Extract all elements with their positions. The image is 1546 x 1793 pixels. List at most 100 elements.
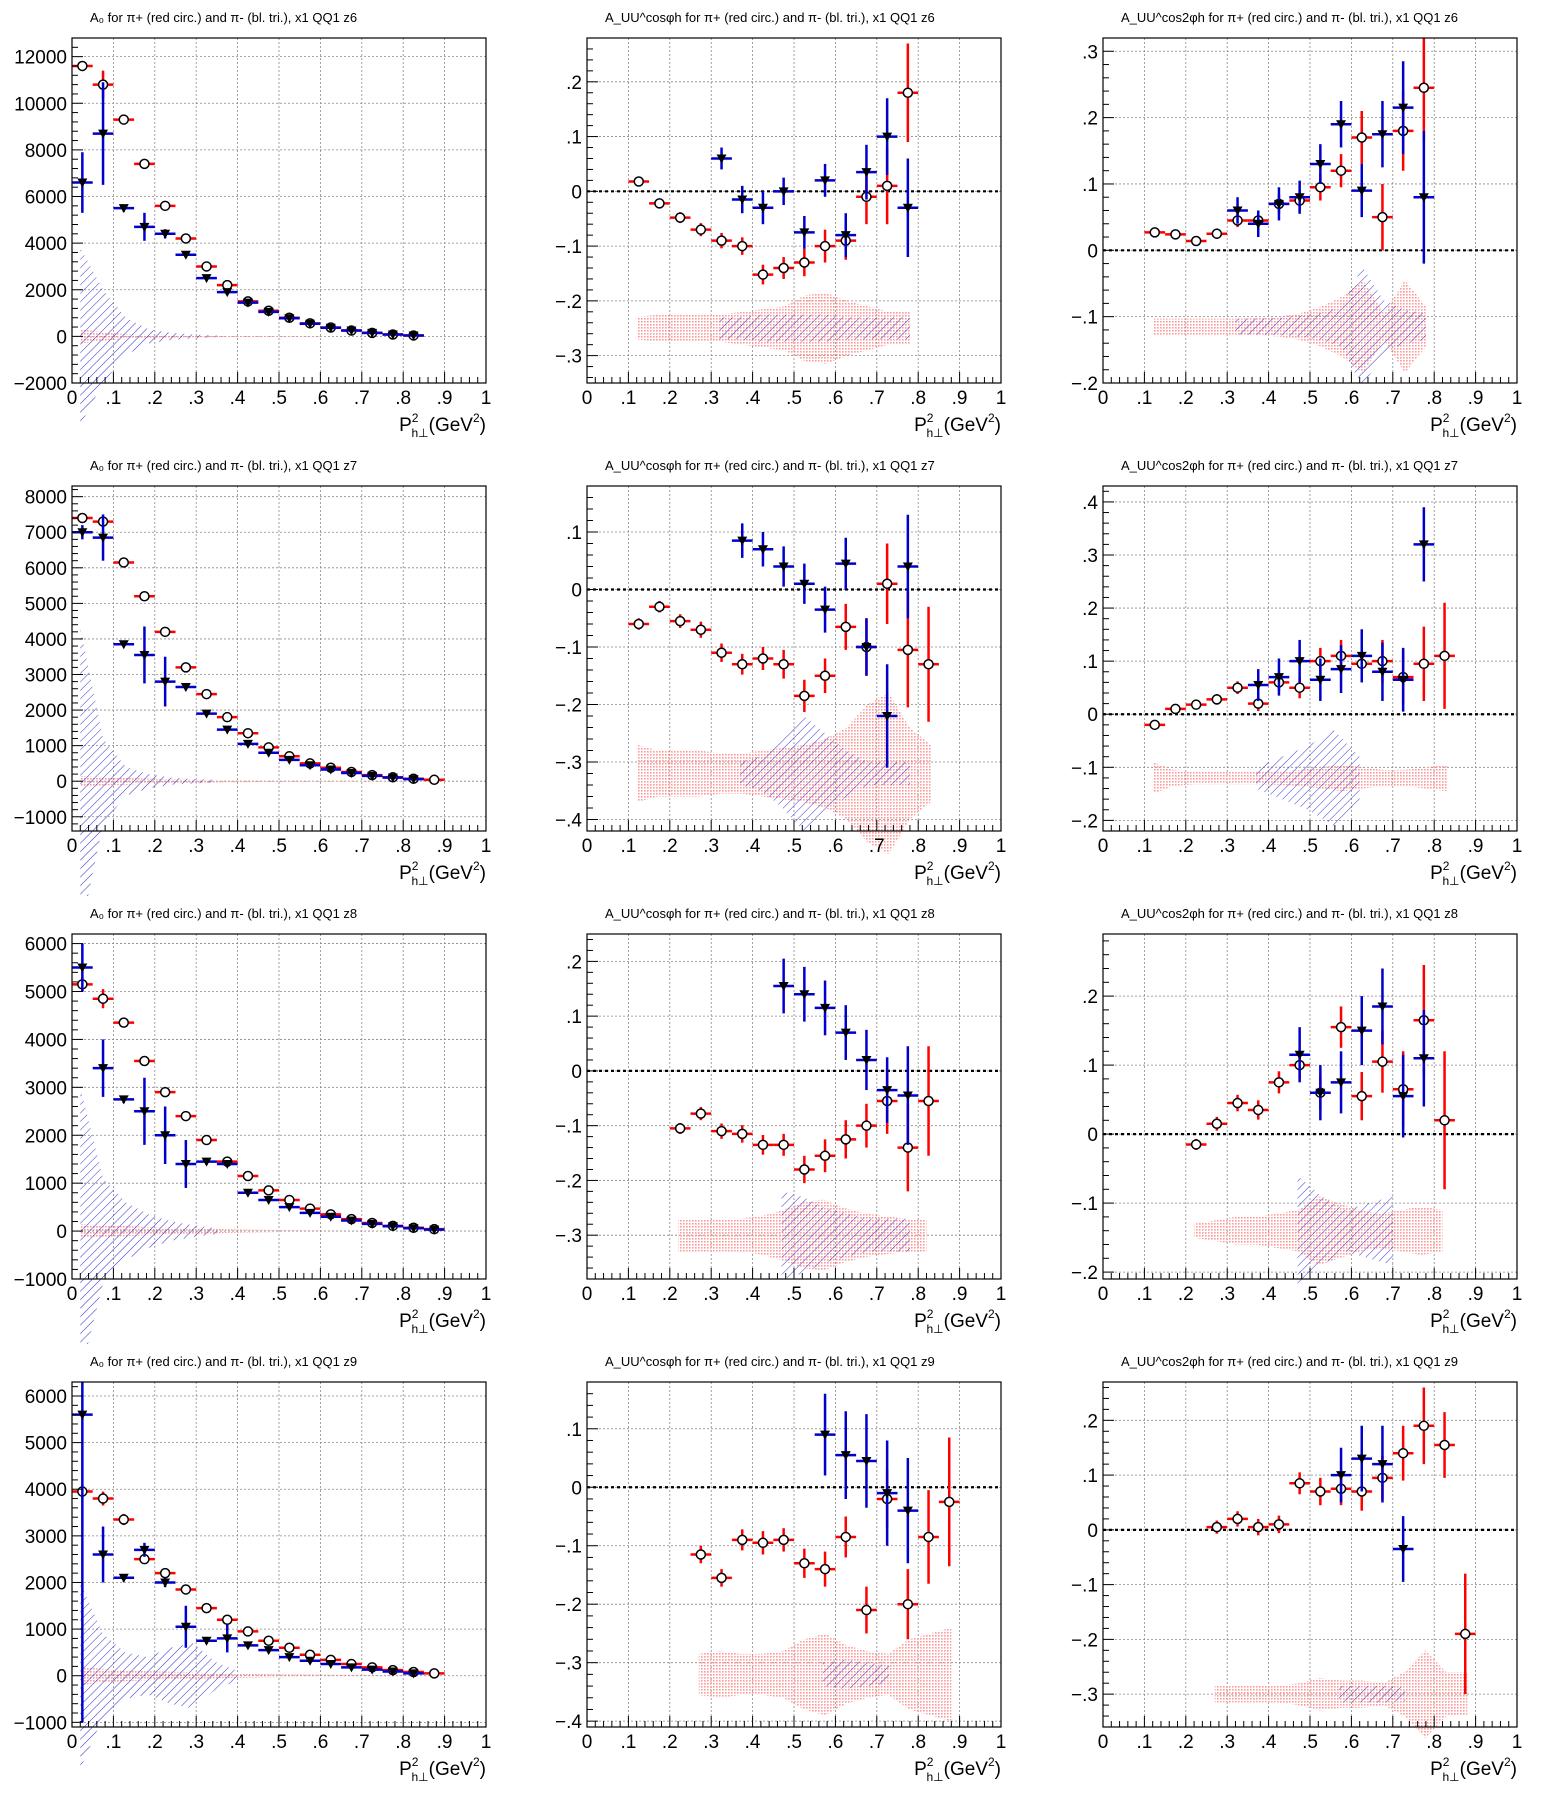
systematic-band-pi-plus — [80, 775, 437, 787]
data-point-pi-plus — [196, 688, 217, 700]
x-tick-label: .4 — [230, 836, 246, 857]
data-point-pi-minus — [1247, 210, 1269, 238]
x-tick-label: .7 — [1385, 1284, 1401, 1305]
data-point-pi-plus — [669, 1122, 691, 1134]
y-tick-label: 0 — [56, 772, 67, 793]
x-tick-label: .3 — [1219, 836, 1235, 857]
x-tick-label: .3 — [1219, 1732, 1235, 1753]
data-point-pi-plus — [175, 233, 197, 244]
y-tick-label: 0 — [56, 327, 67, 348]
data-point-pi-minus — [1289, 1027, 1310, 1083]
grid-lines — [72, 486, 486, 831]
data-point-pi-plus — [423, 1668, 445, 1679]
data-point-pi-minus — [1392, 61, 1414, 155]
data-point-pi-plus — [423, 774, 445, 786]
y-tick-label: 4000 — [25, 234, 67, 255]
data-point-pi-minus — [320, 765, 342, 775]
data-point-pi-minus — [835, 1005, 857, 1060]
data-point-pi-minus — [237, 739, 259, 749]
x-tick-label: .4 — [745, 1284, 761, 1305]
data-point-pi-plus — [773, 649, 794, 679]
y-tick-label: 7000 — [25, 523, 67, 544]
data-point-pi-plus — [814, 229, 836, 263]
systematic-band-pi-minus — [80, 247, 217, 425]
x-tick-label: .9 — [952, 388, 968, 409]
data-point-pi-plus — [1413, 1387, 1435, 1465]
x-tick-label: 1 — [1512, 1732, 1523, 1753]
data-point-pi-minus — [175, 1605, 197, 1648]
y-tick-label: −.1 — [555, 237, 582, 258]
y-tick-label: .1 — [1082, 175, 1098, 196]
data-point-pi-plus — [1454, 1573, 1476, 1695]
data-point-pi-plus — [918, 1046, 939, 1156]
x-tick-label: .3 — [188, 1732, 204, 1753]
x-tick-label: 0 — [582, 836, 593, 857]
data-point-pi-minus — [196, 1157, 217, 1167]
data-point-pi-minus — [279, 1653, 300, 1663]
data-point-pi-minus — [1372, 1425, 1393, 1503]
y-axis: −1000 0 1000 2000 3000 4000 5000 6000 7000 8000 — [14, 488, 83, 832]
x-tick-label: .7 — [869, 1732, 885, 1753]
data-point-pi-plus — [773, 257, 794, 279]
data-point-pi-minus — [113, 1573, 135, 1583]
plot-title: A₀ for π+ (red circ.) and π- (bl. tri.),… — [90, 458, 357, 473]
data-point-pi-plus — [175, 1584, 197, 1595]
data-point-pi-minus — [1413, 1009, 1435, 1107]
data-point-pi-minus — [196, 1636, 217, 1646]
data-point-pi-minus — [711, 147, 732, 170]
data-point-pi-minus — [92, 1526, 114, 1583]
data-point-pi-minus — [196, 709, 217, 719]
data-point-pi-plus — [835, 1120, 857, 1159]
y-tick-label: 2000 — [25, 1126, 67, 1147]
data-point-pi-plus — [1206, 1520, 1228, 1534]
x-tick-label: 1 — [1512, 388, 1523, 409]
x-axis-label: P2 h⊥(GeV2) — [1430, 411, 1517, 440]
x-tick-label: .7 — [354, 388, 370, 409]
data-point-pi-plus — [1372, 183, 1393, 251]
data-point-pi-plus — [794, 1155, 815, 1184]
x-tick-label: .3 — [188, 388, 204, 409]
data-point-pi-minus — [1268, 187, 1290, 221]
data-point-pi-minus — [341, 1216, 362, 1226]
x-tick-label: .3 — [703, 1284, 719, 1305]
y-tick-label: 6000 — [25, 188, 67, 209]
y-tick-label: .2 — [1082, 987, 1098, 1008]
grid-lines — [587, 486, 1001, 831]
data-point-pi-minus — [897, 514, 919, 619]
data-point-pi-plus — [175, 1110, 197, 1122]
y-tick-label: −.1 — [1071, 1576, 1098, 1597]
data-point-pi-minus — [134, 1077, 155, 1145]
data-point-pi-minus — [897, 1046, 919, 1145]
data-point-pi-plus — [1227, 1511, 1248, 1527]
y-tick-label: 3000 — [25, 1078, 67, 1099]
x-axis-label: P2 h⊥(GeV2) — [914, 859, 1001, 888]
x-axis: 0 .1 .2 .3 .4 .5 .6 .7 .8 .9 1 — [582, 372, 1006, 409]
data-point-pi-minus — [876, 1057, 898, 1123]
data-point-pi-minus — [752, 191, 774, 225]
data-point-pi-minus — [237, 298, 259, 308]
data-point-pi-minus — [876, 1440, 898, 1546]
data-point-pi-plus — [1185, 1138, 1207, 1150]
y-tick-label: 0 — [56, 1667, 67, 1688]
plot-panel-6: A_UU^cos2φh for π+ (red circ.) and π- (b… — [1031, 448, 1546, 896]
x-tick-label: 0 — [1098, 1284, 1109, 1305]
y-tick-label: −.1 — [1071, 758, 1098, 779]
x-axis: 0 .1 .2 .3 .4 .5 .6 .7 .8 .9 1 — [67, 372, 491, 409]
data-point-pi-minus — [403, 331, 424, 341]
data-point-pi-minus — [134, 1542, 155, 1557]
x-tick-label: .1 — [620, 1284, 636, 1305]
x-tick-label: .4 — [745, 388, 761, 409]
data-point-pi-minus — [897, 158, 919, 258]
data-point-pi-plus — [1413, 38, 1435, 141]
data-point-pi-minus — [320, 1660, 342, 1670]
data-point-pi-plus — [154, 626, 176, 638]
y-tick-label: −.1 — [555, 638, 582, 659]
y-tick-label: −.2 — [1071, 1263, 1098, 1284]
data-point-pi-plus — [1185, 699, 1207, 710]
plot-svg: A₀ for π+ (red circ.) and π- (bl. tri.),… — [14, 1354, 492, 1784]
x-tick-label: .5 — [271, 1284, 287, 1305]
x-tick-label: .5 — [1302, 388, 1318, 409]
x-tick-label: .3 — [188, 836, 204, 857]
data-point-pi-minus — [403, 775, 424, 785]
y-tick-label: .4 — [1082, 493, 1098, 514]
